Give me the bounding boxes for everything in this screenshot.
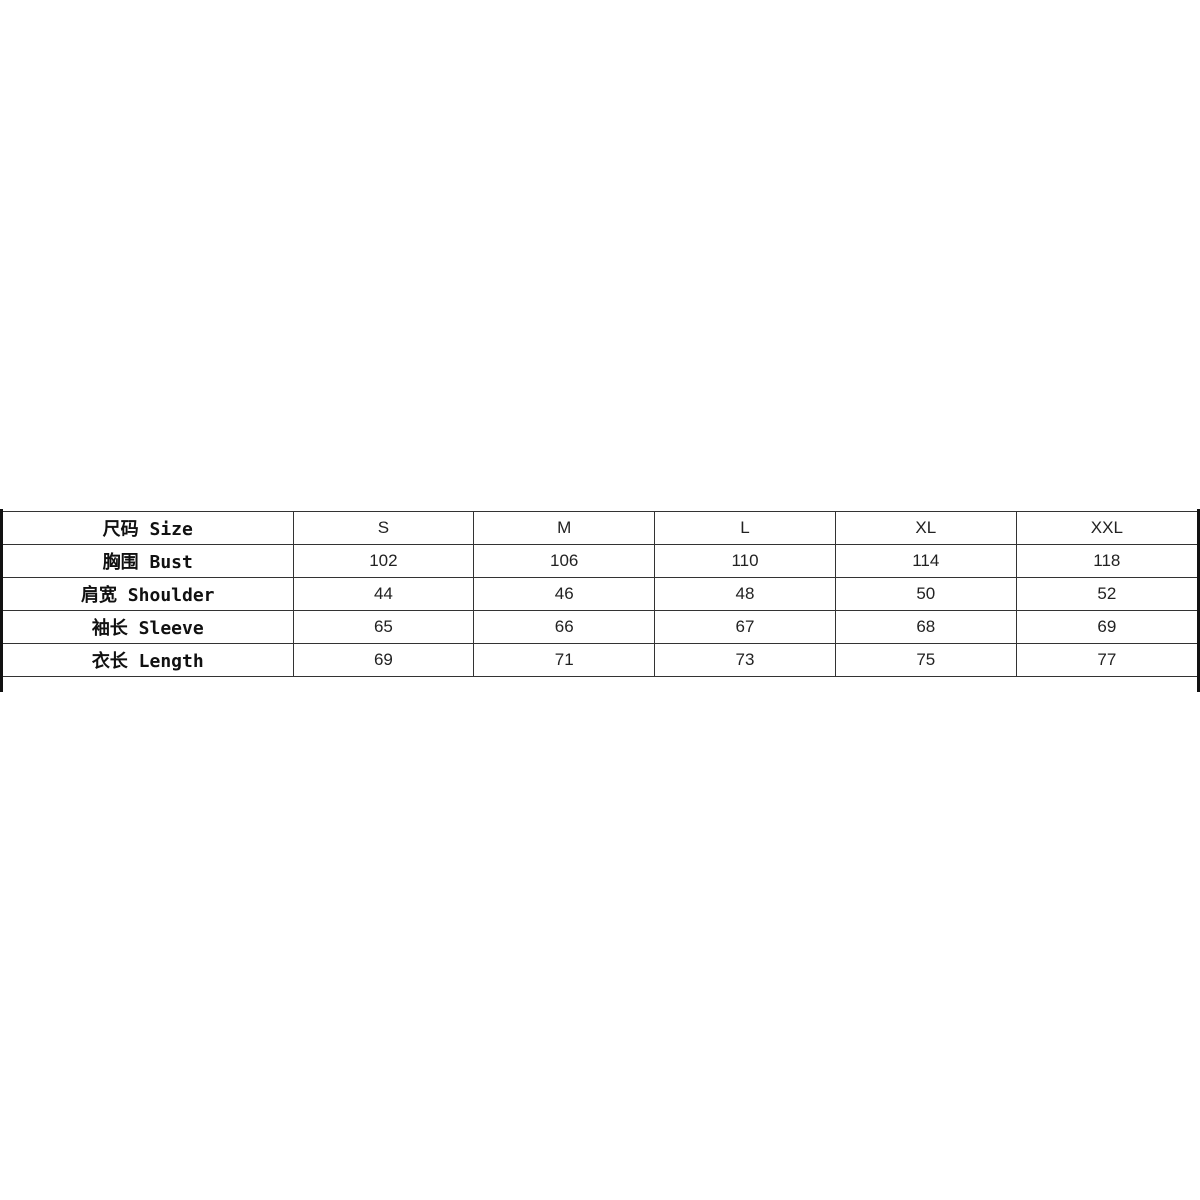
row-label: 肩宽 Shoulder <box>3 577 294 611</box>
cell: 66 <box>473 610 656 644</box>
cell: 50 <box>834 577 1017 611</box>
size-header: L <box>654 511 836 545</box>
cell: 69 <box>292 643 475 677</box>
cell: 68 <box>834 610 1017 644</box>
header-row: 尺码 Size S M L XL XXL <box>3 511 1197 545</box>
table-left-border <box>0 509 3 692</box>
size-header: XL <box>834 511 1017 545</box>
cell: 77 <box>1015 643 1197 677</box>
row-label: 袖长 Sleeve <box>3 610 294 644</box>
table-right-border <box>1197 509 1200 692</box>
cell: 67 <box>654 610 836 644</box>
cell: 110 <box>654 544 836 578</box>
cell: 48 <box>654 577 836 611</box>
table-row-shoulder: 肩宽 Shoulder 44 46 48 50 52 <box>3 577 1197 611</box>
size-header: M <box>473 511 656 545</box>
size-header: S <box>292 511 475 545</box>
cell: 65 <box>292 610 475 644</box>
header-label: 尺码 Size <box>3 511 294 545</box>
cell: 52 <box>1015 577 1197 611</box>
cell: 69 <box>1015 610 1197 644</box>
table-row-bust: 胸围 Bust 102 106 110 114 118 <box>3 544 1197 578</box>
cell: 106 <box>473 544 656 578</box>
cell: 71 <box>473 643 656 677</box>
cell: 44 <box>292 577 475 611</box>
cell: 102 <box>292 544 475 578</box>
table-row-length: 衣长 Length 69 71 73 75 77 <box>3 643 1197 677</box>
cell: 46 <box>473 577 656 611</box>
table-row-sleeve: 袖长 Sleeve 65 66 67 68 69 <box>3 610 1197 644</box>
cell: 73 <box>654 643 836 677</box>
size-header: XXL <box>1015 511 1197 545</box>
cell: 75 <box>834 643 1017 677</box>
cell: 118 <box>1015 544 1197 578</box>
size-chart-table: 尺码 Size S M L XL XXL 胸围 Bust 102 106 110… <box>3 511 1197 677</box>
cell: 114 <box>834 544 1017 578</box>
row-label: 衣长 Length <box>3 643 294 677</box>
row-label: 胸围 Bust <box>3 544 294 578</box>
